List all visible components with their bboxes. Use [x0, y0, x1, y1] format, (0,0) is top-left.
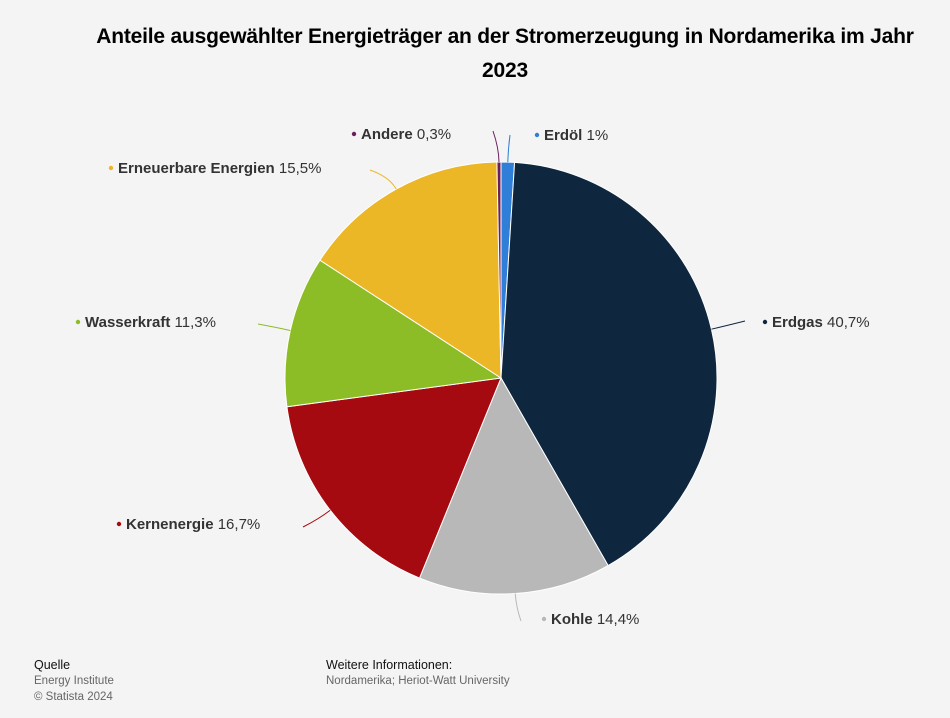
data-label-name: Erdöl: [544, 127, 582, 144]
connector-erdöl: [507, 134, 511, 163]
connector-erneuerbare-energien: [369, 169, 397, 190]
data-label-kohle: Kohle 14,4%: [551, 611, 639, 628]
label-bullet-icon: [534, 132, 540, 138]
connector-erdgas: [711, 320, 746, 330]
data-label-value: 40,7%: [823, 314, 870, 331]
data-label-name: Kernenergie: [126, 516, 214, 533]
data-label-wasserkraft: Wasserkraft 11,3%: [85, 314, 216, 331]
info-block: Weitere Informationen: Nordamerika; Heri…: [326, 657, 510, 689]
label-bullet-icon: [116, 521, 122, 527]
connector-wasserkraft: [257, 323, 291, 331]
label-bullet-icon: [541, 616, 547, 622]
label-bullet-icon: [351, 131, 357, 137]
label-bullet-icon: [762, 319, 768, 325]
data-label-name: Erdgas: [772, 314, 823, 331]
data-label-erneuerbare-energien: Erneuerbare Energien 15,5%: [118, 160, 321, 177]
data-label-kernenergie: Kernenergie 16,7%: [126, 516, 260, 533]
data-label-value: 14,4%: [593, 611, 640, 628]
connector-kernenergie: [302, 509, 331, 528]
data-labels: Erdöl 1% Erdgas 40,7% Kohle 14,4% Kernenerg…: [75, 126, 870, 628]
source-line-1: Energy Institute: [34, 675, 114, 687]
data-label-erdöl: Erdöl 1%: [544, 127, 608, 144]
connector-andere: [492, 130, 500, 163]
label-bullet-icon: [75, 319, 81, 325]
connector-kohle: [514, 593, 522, 622]
source-block: Quelle Energy Institute © Statista 2024: [34, 657, 114, 705]
data-label-value: 1%: [582, 127, 608, 144]
chart-title: Anteile ausgewählter Energieträger an de…: [96, 25, 914, 82]
data-label-value: 16,7%: [214, 516, 261, 533]
data-label-value: 0,3%: [413, 126, 451, 143]
pie-slices: [284, 161, 718, 595]
data-label-name: Andere: [361, 126, 413, 143]
data-label-value: 11,3%: [170, 314, 216, 331]
data-label-erdgas: Erdgas 40,7%: [772, 314, 870, 331]
label-bullet-icon: [108, 165, 114, 171]
label-connectors: [257, 130, 746, 622]
data-label-name: Erneuerbare Energien: [118, 160, 275, 177]
info-heading: Weitere Informationen:: [326, 658, 453, 672]
data-label-name: Kohle: [551, 611, 593, 628]
source-heading: Quelle: [34, 658, 71, 672]
info-text: Nordamerika; Heriot-Watt University: [326, 675, 510, 687]
pie-slice-kernenergie[interactable]: [286, 377, 502, 579]
data-label-andere: Andere 0,3%: [361, 126, 451, 143]
data-label-value: 15,5%: [275, 160, 322, 177]
pie-slice-wasserkraft[interactable]: [284, 259, 503, 408]
data-label-name: Wasserkraft: [85, 314, 170, 331]
source-line-2: © Statista 2024: [34, 691, 113, 703]
pie-slice-erdgas[interactable]: [500, 161, 718, 567]
